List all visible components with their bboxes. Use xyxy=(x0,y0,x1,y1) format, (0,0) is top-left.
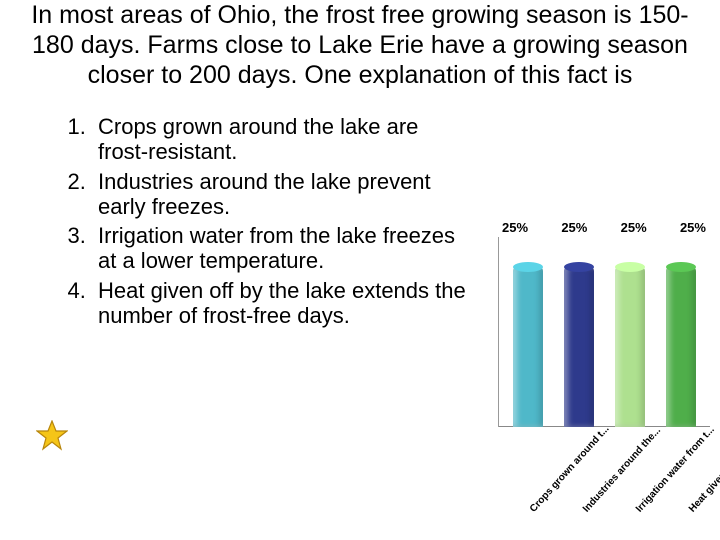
bar-3 xyxy=(615,267,645,427)
pct-label-3: 25% xyxy=(621,220,647,235)
correct-answer-star-icon xyxy=(36,420,68,457)
question-text: In most areas of Ohio, the frost free gr… xyxy=(0,0,720,90)
option-2[interactable]: Industries around the lake prevent early… xyxy=(92,169,470,220)
bar-2 xyxy=(564,267,594,427)
option-1[interactable]: Crops grown around the lake are frost-re… xyxy=(92,114,470,165)
xlabel-2: Industries around the... xyxy=(580,485,608,515)
chart-pct-row: 25% 25% 25% 25% xyxy=(498,220,710,235)
chart-bars-area xyxy=(498,237,710,427)
answer-list: Crops grown around the lake are frost-re… xyxy=(0,114,470,328)
xlabel-1: Crops grown around t... xyxy=(527,485,555,515)
option-3[interactable]: Irrigation water from the lake freezes a… xyxy=(92,223,470,274)
xlabel-4: Heat given off by the ... xyxy=(686,485,714,515)
pct-label-2: 25% xyxy=(561,220,587,235)
option-4[interactable]: Heat given off by the lake extends the n… xyxy=(92,278,470,329)
pct-label-4: 25% xyxy=(680,220,706,235)
chart-xlabels: Crops grown around t... Industries aroun… xyxy=(498,431,710,442)
star-shape xyxy=(37,421,67,449)
pct-label-1: 25% xyxy=(502,220,528,235)
bar-1 xyxy=(513,267,543,427)
bar-4 xyxy=(666,267,696,427)
xlabel-3: Irrigation water from t... xyxy=(633,485,661,515)
response-chart: 25% 25% 25% 25% Crops grown around t... … xyxy=(498,220,710,520)
